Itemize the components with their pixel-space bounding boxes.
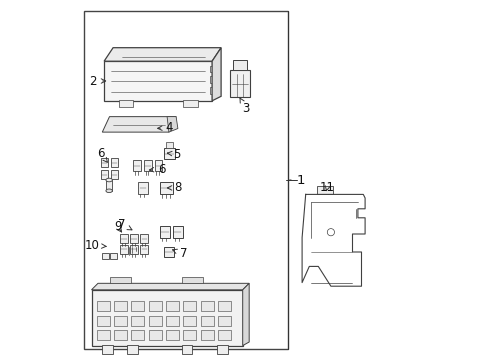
Polygon shape (102, 117, 176, 132)
Bar (140, 245, 148, 254)
Bar (183, 301, 196, 311)
Text: 2: 2 (89, 75, 105, 87)
Bar (110, 158, 118, 167)
Bar (165, 142, 172, 148)
Bar (166, 316, 179, 326)
Bar (84, 11, 287, 349)
Bar (154, 160, 162, 171)
Text: 10: 10 (85, 239, 106, 252)
Text: 4: 4 (157, 121, 173, 134)
Bar (131, 316, 144, 326)
Ellipse shape (106, 178, 112, 182)
Bar (102, 345, 113, 354)
Bar (118, 100, 133, 107)
Bar (97, 330, 110, 340)
Bar (183, 330, 196, 340)
Bar (127, 345, 138, 354)
Text: 6: 6 (97, 147, 107, 162)
Circle shape (326, 229, 334, 236)
Bar (163, 247, 174, 257)
Bar (131, 330, 144, 340)
Bar (97, 316, 110, 326)
Bar (148, 316, 162, 326)
Bar (130, 245, 138, 254)
Bar (200, 330, 213, 340)
Text: 7: 7 (118, 218, 132, 231)
Bar (109, 277, 131, 283)
Bar (160, 182, 172, 194)
Bar (120, 234, 128, 243)
Text: 9: 9 (114, 220, 122, 233)
Text: 7: 7 (172, 247, 187, 260)
Bar (106, 180, 112, 191)
Bar (218, 301, 230, 311)
Bar (154, 52, 172, 59)
Bar (140, 234, 148, 243)
Bar (148, 330, 162, 340)
Text: 3: 3 (240, 98, 249, 114)
Bar (217, 345, 228, 354)
Bar (148, 301, 162, 311)
Bar (210, 76, 216, 83)
Bar (210, 66, 216, 72)
Bar (166, 330, 179, 340)
Polygon shape (212, 48, 221, 101)
Bar (114, 330, 127, 340)
Bar (172, 226, 182, 238)
Bar (230, 70, 249, 97)
Bar (101, 170, 108, 179)
Bar (218, 316, 230, 326)
Text: 1: 1 (289, 174, 305, 186)
Text: 8: 8 (167, 181, 181, 194)
Bar (210, 87, 216, 94)
Bar (101, 158, 108, 167)
Bar (97, 301, 110, 311)
Bar (110, 170, 118, 179)
Bar (181, 277, 203, 283)
Bar (104, 61, 212, 101)
Bar (183, 100, 197, 107)
Bar (218, 330, 230, 340)
Bar (133, 160, 141, 171)
Bar (110, 253, 117, 259)
Bar (131, 301, 144, 311)
Polygon shape (91, 283, 249, 290)
Bar (138, 182, 147, 194)
Bar (114, 316, 127, 326)
Ellipse shape (106, 189, 112, 193)
Bar (160, 226, 170, 238)
Bar (143, 160, 151, 171)
Bar (316, 186, 332, 194)
Bar (183, 316, 196, 326)
Bar (118, 52, 136, 59)
Bar (200, 316, 213, 326)
Text: 6: 6 (149, 163, 165, 176)
Bar (130, 234, 138, 243)
Bar (114, 301, 127, 311)
Bar (163, 148, 175, 159)
Bar (200, 301, 213, 311)
Bar (181, 345, 192, 354)
Bar (166, 301, 179, 311)
Text: 5: 5 (167, 148, 181, 161)
Polygon shape (167, 117, 178, 132)
Text: 11: 11 (319, 181, 334, 194)
Bar (232, 60, 246, 70)
Bar (91, 290, 242, 346)
Polygon shape (242, 283, 249, 346)
Bar (102, 253, 108, 259)
Polygon shape (104, 48, 221, 61)
Bar (120, 245, 128, 254)
